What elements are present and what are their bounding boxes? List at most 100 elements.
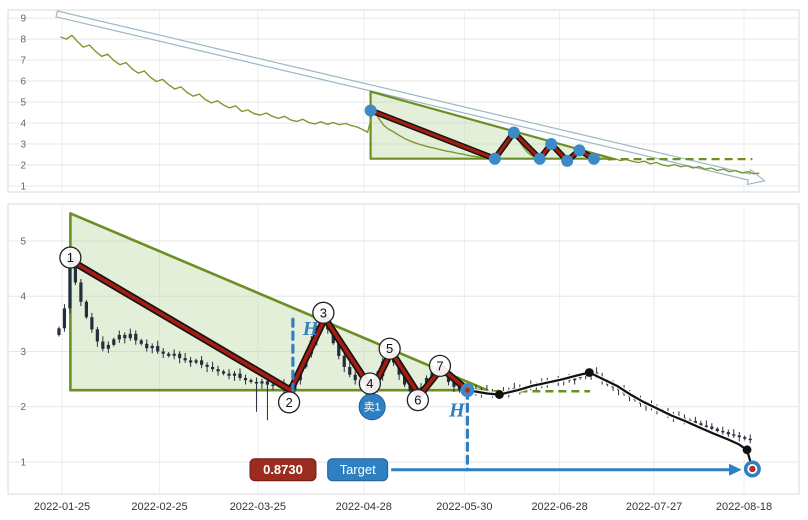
x-axis-label: 2022-04-28 — [336, 501, 392, 513]
candle-body — [265, 381, 270, 385]
pivot-marker-4 — [358, 372, 382, 395]
pivot-dot — [587, 152, 600, 165]
pivot-marker-label: 1 — [67, 250, 74, 265]
candle-body — [402, 374, 407, 385]
pivot-dot — [545, 138, 558, 151]
y-axis-label: 9 — [20, 14, 26, 25]
projection-line — [467, 371, 753, 467]
pivot-marker-7 — [428, 354, 452, 377]
candle-body — [101, 341, 105, 349]
candle-body — [743, 437, 747, 439]
main-chart-svg[interactable]: 2022-01-25 2022-02-25 2022-03-25 2022-04-28… — [0, 198, 808, 520]
y-axis-label: 2 — [20, 161, 26, 172]
pivot-marker-label: 6 — [414, 393, 421, 408]
x-axis-label: 2022-06-28 — [531, 501, 587, 513]
pivot-marker-label: 5 — [386, 341, 393, 356]
panel-background — [7, 203, 800, 495]
target-arrow-head — [729, 463, 742, 476]
pivot-marker-2 — [277, 391, 301, 414]
candle-body — [84, 301, 88, 318]
candle-body — [79, 282, 83, 302]
projection-dot — [584, 368, 594, 377]
target-button-label: Target — [340, 462, 377, 477]
projection-dot — [494, 390, 504, 399]
x-axis-label: 2022-03-25 — [230, 501, 286, 513]
overview-chart-svg[interactable]: 1 2 3 4 5 6 7 8 9 — [0, 8, 808, 198]
candle-body — [145, 343, 149, 349]
candle-body — [172, 353, 176, 356]
candle-body — [726, 432, 730, 435]
candle-body — [57, 328, 61, 335]
y-axis-label: 4 — [20, 119, 26, 130]
candle-body — [710, 426, 714, 429]
candle-body — [178, 353, 182, 359]
x-axis-label: 2022-02-25 — [131, 501, 187, 513]
pivot-dot — [488, 152, 501, 165]
candle-body — [254, 381, 259, 384]
candle-body — [232, 373, 237, 376]
x-axis-label: 2022-07-27 — [626, 501, 682, 513]
pivot-marker-6 — [406, 388, 430, 412]
price-target-tag — [249, 458, 317, 482]
pivot-marker-3 — [312, 301, 335, 324]
y-axis-label: 5 — [20, 98, 26, 109]
pivot-marker-label: 3 — [320, 305, 327, 320]
candle-body — [183, 358, 187, 361]
trend-projection-arrow — [55, 10, 766, 186]
price-target-value: 0.8730 — [263, 462, 303, 477]
pivot-dot — [533, 152, 546, 165]
candle-body — [748, 438, 752, 441]
candle-body — [260, 381, 264, 384]
target-button[interactable] — [327, 458, 389, 482]
candle-body — [62, 308, 67, 329]
candle-body — [161, 351, 165, 354]
candle-body — [123, 334, 127, 339]
candle-body — [704, 425, 708, 427]
y-axis-label: 3 — [20, 140, 26, 151]
y-axis-label: 2 — [20, 402, 26, 413]
candle-body — [90, 317, 94, 330]
pivot-marker-5 — [378, 337, 401, 360]
candle-body — [693, 421, 697, 424]
candle-body — [408, 384, 412, 392]
candle-body — [243, 378, 248, 381]
candle-body — [227, 373, 231, 376]
candle-body — [106, 344, 110, 349]
y-axis-label: 5 — [20, 237, 26, 248]
candle-body — [238, 373, 242, 378]
projection-dot — [742, 445, 752, 455]
y-axis-label: 1 — [20, 457, 26, 468]
candle-body — [249, 380, 253, 382]
y-axis-label: 6 — [20, 77, 26, 88]
candle-body — [348, 366, 352, 375]
candle-body — [205, 364, 209, 367]
candle-body — [573, 378, 577, 381]
candle-body — [221, 371, 226, 374]
candle-body — [73, 263, 78, 283]
pivot-marker-label: 2 — [285, 395, 292, 410]
candle-body — [457, 386, 462, 391]
candle-body — [95, 329, 99, 342]
pivot-marker-label: 4 — [366, 376, 373, 391]
candle-body — [200, 360, 204, 365]
candle-body — [150, 345, 154, 349]
candle-body — [128, 333, 132, 339]
y-axis-label: 4 — [20, 292, 26, 303]
candle-body — [337, 343, 341, 356]
pivot-marker-1 — [59, 246, 82, 269]
pivot-dot — [561, 154, 574, 167]
candle-body — [167, 353, 171, 356]
breakout-dot-center — [464, 387, 470, 393]
candle-body — [139, 340, 143, 344]
candle-body — [737, 435, 741, 438]
x-axis-label: 2022-05-30 — [436, 501, 492, 513]
candle-body — [210, 366, 215, 370]
candle-body — [452, 381, 456, 387]
y-axis-label: 1 — [20, 182, 26, 193]
candle-body — [342, 355, 346, 367]
h-label: H — [448, 400, 466, 422]
pivot-dot — [364, 104, 377, 117]
candle-body — [112, 339, 116, 345]
candle-body — [732, 434, 736, 436]
